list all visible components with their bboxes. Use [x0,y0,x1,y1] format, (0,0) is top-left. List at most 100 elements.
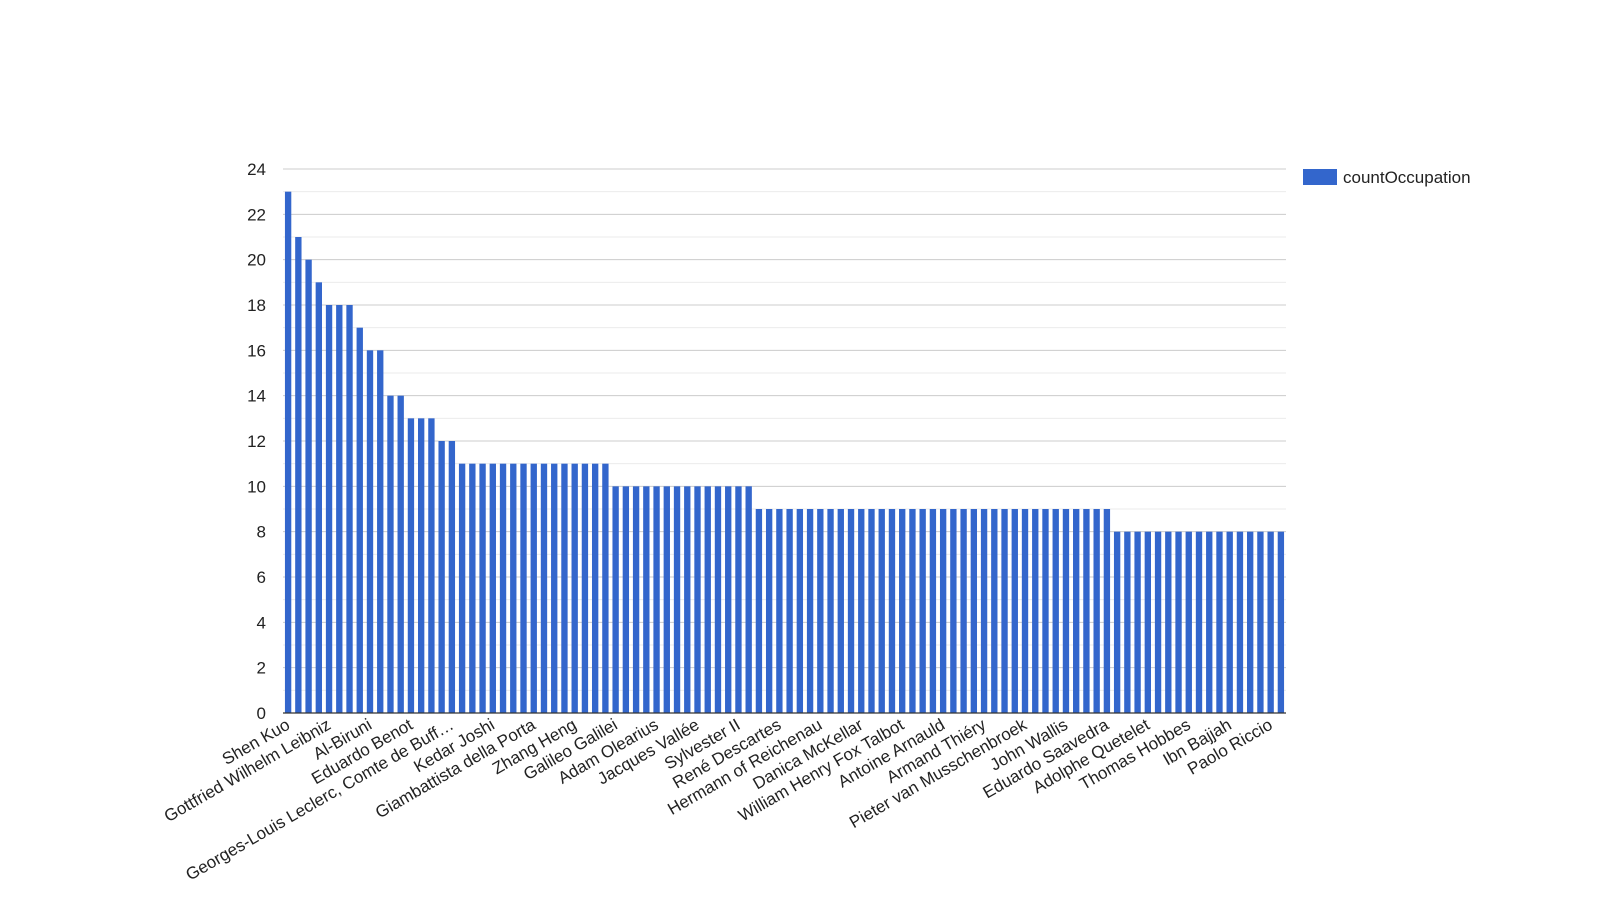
bar[interactable] [346,305,353,713]
bar[interactable] [929,509,937,713]
bar[interactable] [540,463,548,713]
bar[interactable] [663,486,670,713]
bar[interactable] [704,486,711,713]
bar[interactable] [714,486,722,713]
bar[interactable] [377,350,384,713]
bar[interactable] [786,509,793,713]
bar[interactable] [356,327,363,713]
bar[interactable] [684,486,691,713]
bar[interactable] [510,463,517,713]
bar[interactable] [919,509,926,713]
bar[interactable] [1011,509,1018,713]
bar[interactable] [1154,531,1162,713]
bar[interactable] [1185,531,1192,713]
bar[interactable] [336,305,343,713]
bar[interactable] [735,486,742,713]
bar[interactable] [970,509,978,713]
bar[interactable] [366,350,374,713]
bar[interactable] [417,418,425,713]
bar[interactable] [1247,531,1254,713]
bar[interactable] [1113,531,1121,713]
bar[interactable] [1134,531,1141,713]
bar[interactable] [479,463,486,713]
bar[interactable] [1206,531,1213,713]
bar[interactable] [284,191,292,713]
bar[interactable] [428,418,435,713]
bar[interactable] [1042,509,1049,713]
bar[interactable] [612,486,619,713]
bar[interactable] [776,509,783,713]
bar[interactable] [591,463,599,713]
bar[interactable] [1083,509,1090,713]
bar[interactable] [499,463,507,713]
bar[interactable] [458,463,466,713]
bar[interactable] [1267,531,1274,713]
bar[interactable] [858,509,865,713]
bar[interactable] [1236,531,1244,713]
bar[interactable] [755,509,763,713]
bar[interactable] [315,282,322,713]
bar[interactable] [295,237,302,713]
bar[interactable] [551,463,558,713]
bar[interactable] [561,463,568,713]
bar[interactable] [1032,509,1039,713]
bar[interactable] [1052,509,1059,713]
bar[interactable] [407,418,415,713]
bar[interactable] [325,305,333,713]
bar[interactable] [817,509,824,713]
bar[interactable] [643,486,650,713]
bar[interactable] [745,486,752,713]
bar[interactable] [602,463,609,713]
y-tick-label: 0 [257,704,266,723]
bar[interactable] [950,509,957,713]
bar[interactable] [673,486,681,713]
bar[interactable] [796,509,804,713]
bar[interactable] [1195,531,1203,713]
bar[interactable] [878,509,885,713]
bar[interactable] [448,441,456,713]
bar[interactable] [1226,531,1233,713]
bar[interactable] [397,395,404,713]
bar[interactable] [489,463,496,713]
bar[interactable] [1277,531,1285,713]
bar[interactable] [305,259,312,713]
bar[interactable] [837,509,844,713]
bar[interactable] [438,441,445,713]
bar[interactable] [909,509,916,713]
bar[interactable] [888,509,896,713]
bar[interactable] [520,463,527,713]
bar[interactable] [939,509,947,713]
bar[interactable] [1144,531,1152,713]
bar[interactable] [991,509,998,713]
bar[interactable] [1062,509,1070,713]
bar[interactable] [469,463,476,713]
bar[interactable] [1073,509,1080,713]
bar[interactable] [387,395,394,713]
bar[interactable] [694,486,701,713]
bar[interactable] [899,509,906,713]
bar[interactable] [1257,531,1264,713]
bar[interactable] [725,486,732,713]
bar[interactable] [1124,531,1131,713]
bar[interactable] [847,509,855,713]
bar[interactable] [1216,531,1223,713]
bar[interactable] [868,509,875,713]
bar[interactable] [530,463,537,713]
bar[interactable] [1103,509,1111,713]
bar[interactable] [1001,509,1008,713]
bar[interactable] [571,463,578,713]
bar[interactable] [622,486,630,713]
bar[interactable] [653,486,660,713]
bar[interactable] [960,509,967,713]
bar[interactable] [806,509,814,713]
bar[interactable] [1165,531,1172,713]
bar[interactable] [827,509,834,713]
bar[interactable] [581,463,589,713]
legend[interactable]: countOccupation [1303,168,1471,187]
bar[interactable] [632,486,640,713]
bar[interactable] [1175,531,1182,713]
bar[interactable] [980,509,988,713]
bar[interactable] [765,509,773,713]
bar[interactable] [1093,509,1100,713]
bar[interactable] [1021,509,1029,713]
